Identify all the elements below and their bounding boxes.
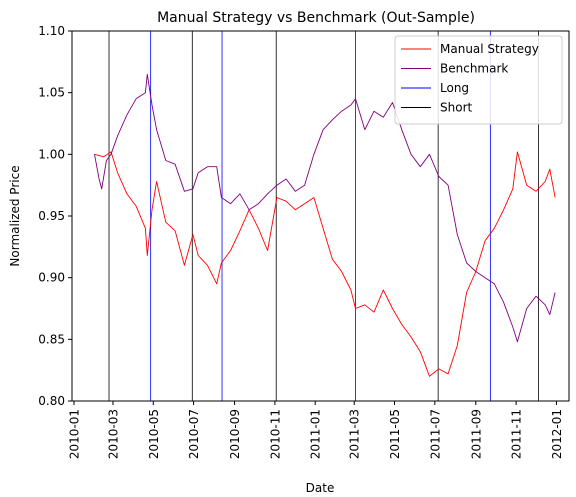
- y-tick-label-5: 1.05: [38, 86, 65, 100]
- x-tick-label-0: 2010-01: [67, 409, 81, 459]
- x-axis: 2010-01 2010-03 2010-05 2010-07 2010-09 2010-…: [67, 401, 564, 459]
- y-tick-label-3: 0.95: [38, 209, 65, 223]
- series-line-manual-strategy: [94, 151, 556, 377]
- x-tick-label-11: 2011-11: [510, 409, 524, 459]
- x-tick-label-5: 2010-11: [268, 409, 282, 459]
- x-tick-label-8: 2011-05: [388, 409, 402, 459]
- y-tick-label-0: 0.80: [38, 394, 65, 408]
- x-tick-label-9: 2011-07: [428, 409, 442, 459]
- x-tick-label-3: 2010-07: [187, 409, 201, 459]
- y-axis: 0.80 0.85 0.90 0.95 1.00 1.05 1.10: [38, 24, 72, 408]
- y-tick-label-6: 1.10: [38, 24, 65, 38]
- legend-label-0: Manual Strategy: [440, 42, 539, 56]
- y-tick-label-1: 0.85: [38, 332, 65, 346]
- chart-title: Manual Strategy vs Benchmark (Out-Sample…: [157, 10, 475, 26]
- x-tick-label-1: 2010-03: [106, 409, 120, 459]
- x-tick-label-6: 2011-01: [309, 409, 323, 459]
- legend: Manual Strategy Benchmark Long Short: [394, 35, 563, 125]
- x-tick-label-2: 2010-05: [147, 409, 161, 459]
- legend-box: [394, 35, 563, 125]
- legend-label-3: Short: [440, 101, 472, 115]
- x-tick-label-7: 2011-03: [348, 409, 362, 459]
- x-axis-title: Date: [306, 481, 335, 495]
- x-tick-label-10: 2011-09: [469, 409, 483, 459]
- y-axis-title: Normalized Price: [8, 165, 22, 266]
- series-line-benchmark: [94, 73, 556, 343]
- y-tick-label-4: 1.00: [38, 147, 65, 161]
- legend-label-1: Benchmark: [440, 62, 508, 76]
- x-tick-label-12: 2012-01: [550, 409, 564, 459]
- y-tick-label-2: 0.90: [38, 271, 65, 285]
- x-tick-label-4: 2010-09: [228, 409, 242, 459]
- legend-label-2: Long: [440, 81, 469, 95]
